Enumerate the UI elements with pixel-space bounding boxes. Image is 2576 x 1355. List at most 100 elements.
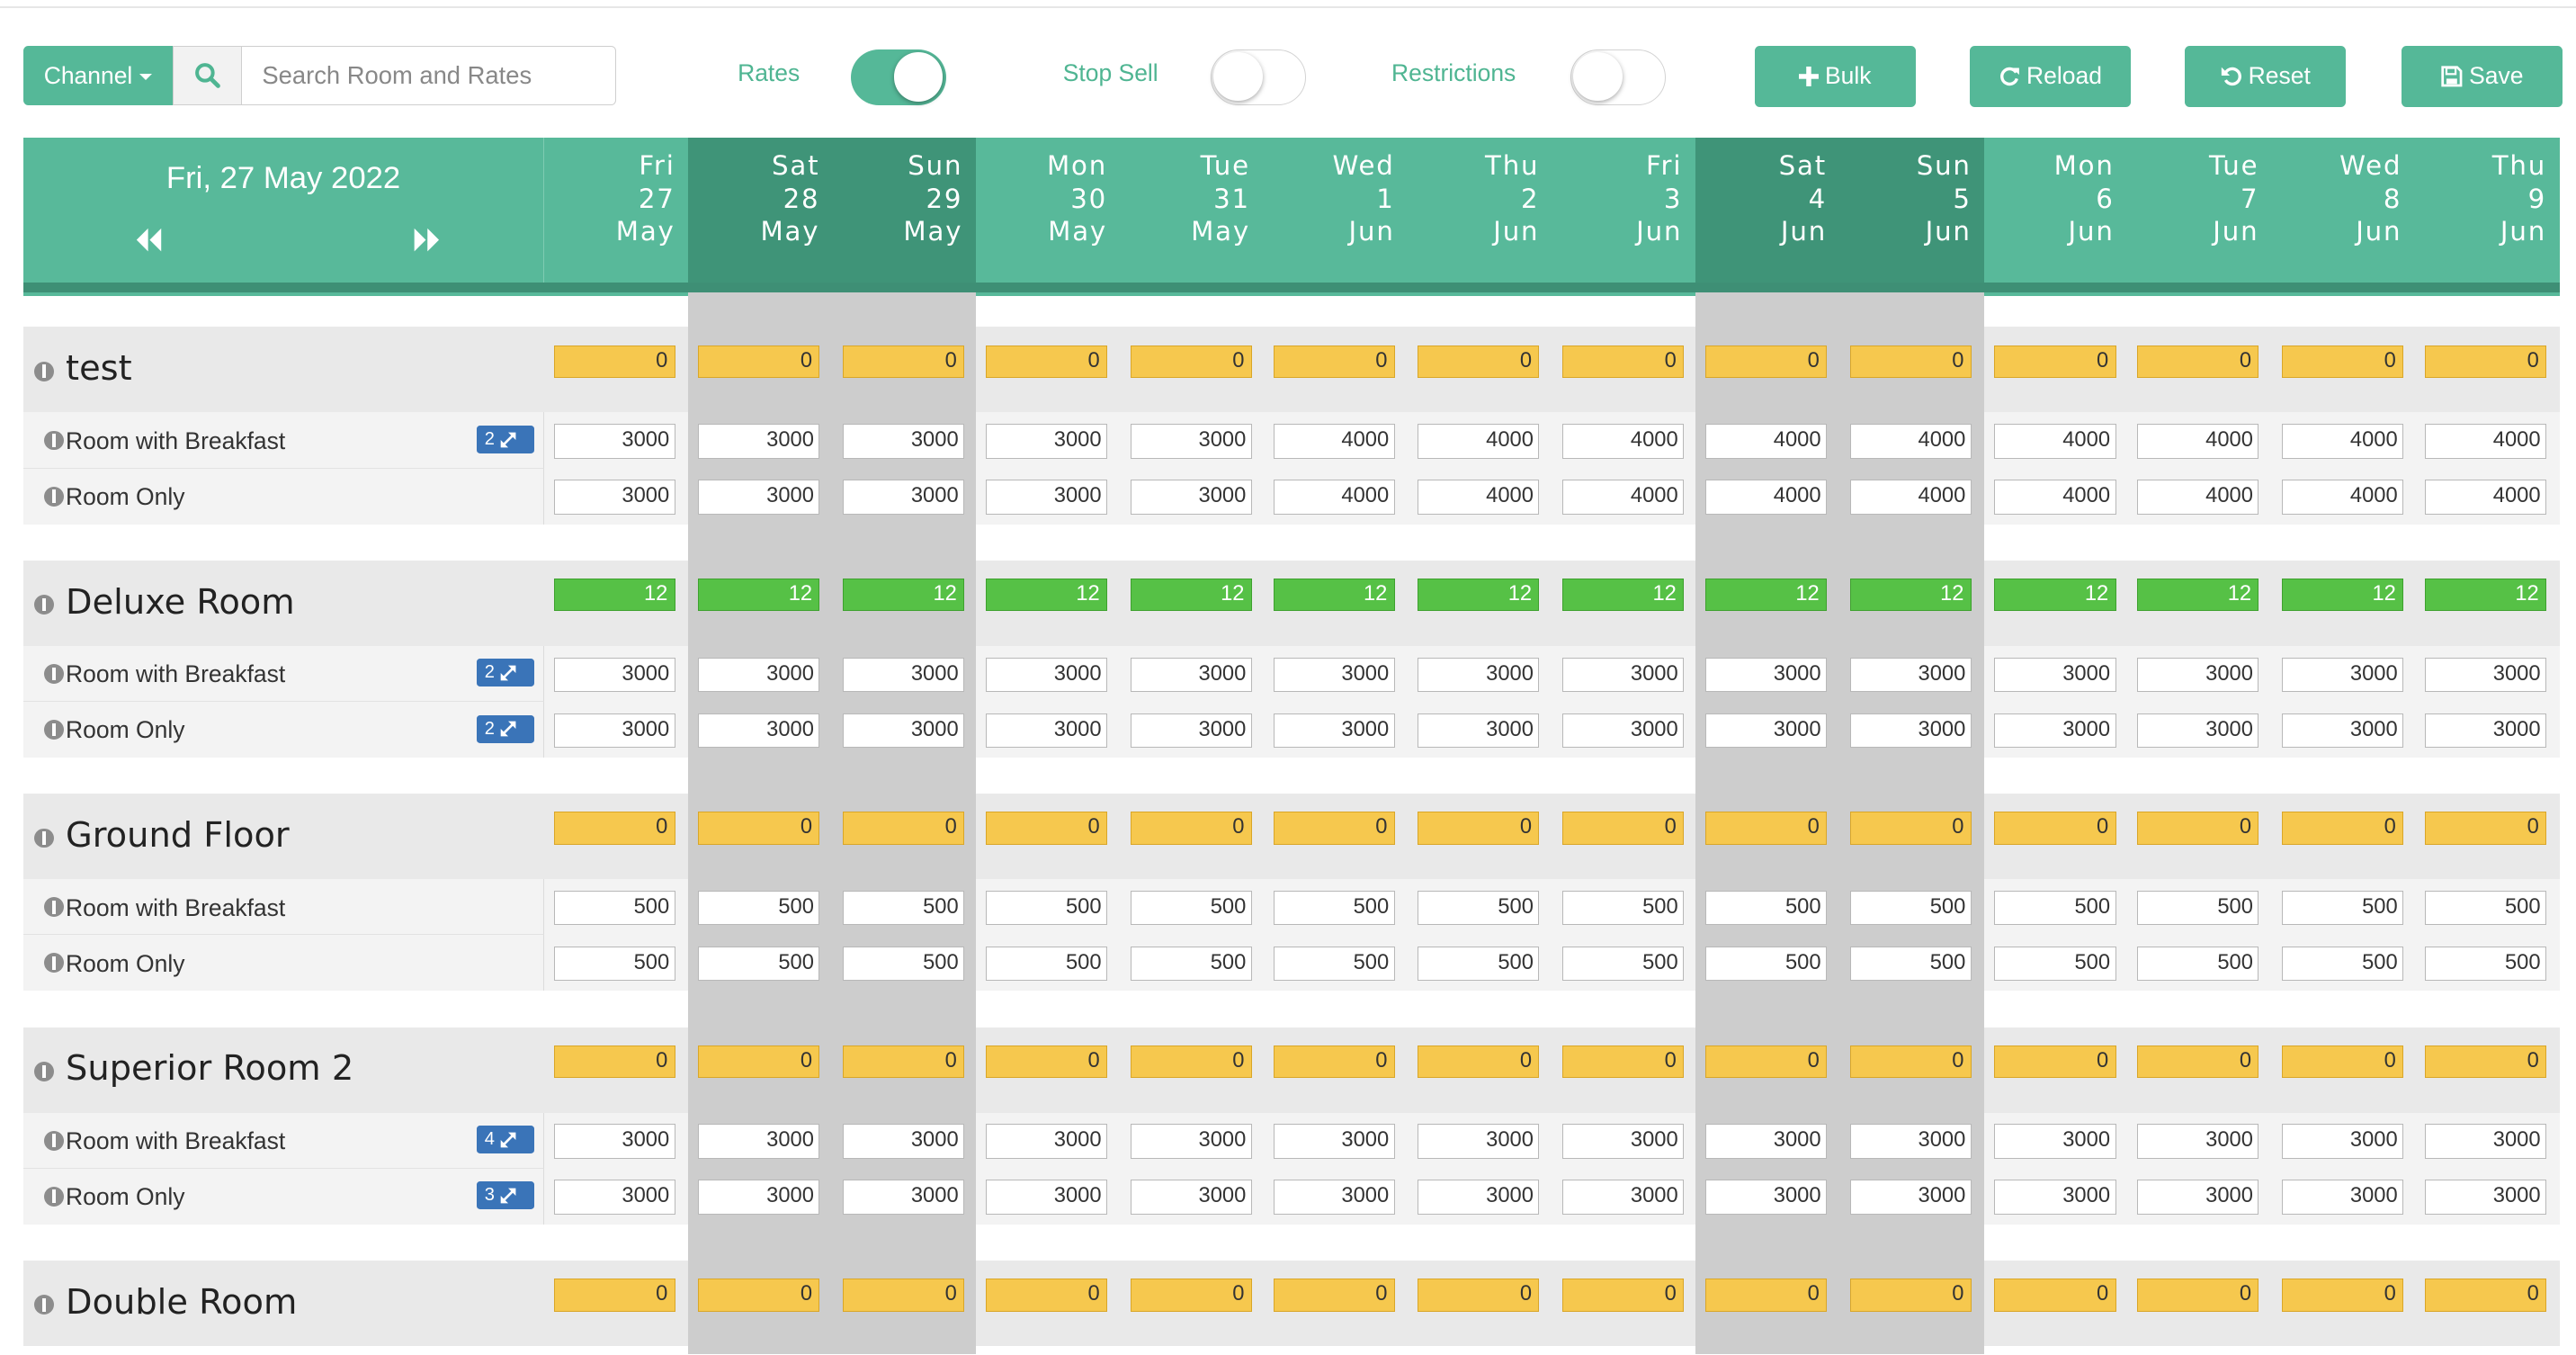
availability-input[interactable]: 0: [2137, 812, 2259, 845]
fast-backward-icon[interactable]: [135, 227, 165, 253]
rate-price-input[interactable]: 3000: [2282, 1180, 2404, 1215]
rate-price-input[interactable]: 3000: [842, 1124, 965, 1159]
rate-price-input[interactable]: 3000: [1130, 1180, 1252, 1215]
rate-price-input[interactable]: 500: [553, 890, 675, 926]
rate-price-input[interactable]: 3000: [985, 424, 1108, 459]
availability-input[interactable]: 12: [1704, 578, 1828, 612]
rate-price-input[interactable]: 3000: [1562, 1180, 1685, 1215]
rate-price-input[interactable]: 4000: [1994, 480, 2116, 515]
channel-dropdown-button[interactable]: Channel: [22, 46, 173, 105]
rate-price-input[interactable]: 4000: [1418, 480, 1540, 515]
rate-price-input[interactable]: 3000: [1849, 1180, 1972, 1215]
rate-price-input[interactable]: 500: [985, 890, 1108, 926]
rate-price-input[interactable]: 3000: [1994, 713, 2116, 749]
availability-input[interactable]: 12: [553, 578, 675, 612]
rate-price-input[interactable]: 3000: [1994, 657, 2116, 692]
rate-price-input[interactable]: 4000: [2137, 480, 2259, 515]
search-button[interactable]: [172, 46, 242, 105]
availability-input[interactable]: 0: [2424, 345, 2547, 379]
availability-input[interactable]: 0: [1994, 1279, 2116, 1312]
rate-price-input[interactable]: 500: [1994, 947, 2116, 982]
availability-input[interactable]: 0: [985, 812, 1108, 845]
rates-toggle[interactable]: [851, 49, 947, 105]
availability-input[interactable]: 0: [2424, 1045, 2547, 1079]
rate-price-input[interactable]: 3000: [2137, 1124, 2259, 1159]
availability-input[interactable]: 0: [1130, 812, 1252, 845]
rate-price-input[interactable]: 3000: [842, 424, 965, 459]
info-icon[interactable]: [34, 595, 55, 615]
rate-price-input[interactable]: 500: [1273, 890, 1395, 926]
availability-input[interactable]: 0: [1849, 1279, 1972, 1312]
rate-price-input[interactable]: 3000: [842, 1180, 965, 1215]
availability-input[interactable]: 0: [2424, 812, 2547, 845]
availability-input[interactable]: 0: [1704, 345, 1828, 379]
rate-price-input[interactable]: 3000: [1418, 713, 1540, 749]
rate-price-input[interactable]: 3000: [1273, 1124, 1395, 1159]
info-icon[interactable]: [44, 720, 65, 740]
availability-input[interactable]: 0: [1130, 1045, 1252, 1079]
rate-price-input[interactable]: 4000: [1273, 480, 1395, 515]
rate-price-input[interactable]: 3000: [1130, 480, 1252, 515]
rate-price-input[interactable]: 500: [1418, 947, 1540, 982]
availability-input[interactable]: 0: [1273, 345, 1395, 379]
search-input[interactable]: [241, 46, 616, 105]
availability-input[interactable]: 0: [985, 345, 1108, 379]
rate-price-input[interactable]: 3000: [2424, 713, 2547, 749]
rate-price-input[interactable]: 3000: [1849, 1124, 1972, 1159]
rate-price-input[interactable]: 4000: [1704, 424, 1828, 459]
info-icon[interactable]: [44, 1130, 65, 1151]
rate-price-input[interactable]: 3000: [2137, 657, 2259, 692]
rate-price-input[interactable]: 500: [1562, 890, 1685, 926]
linked-rates-badge[interactable]: 2: [476, 659, 534, 687]
rate-price-input[interactable]: 4000: [2282, 480, 2404, 515]
availability-input[interactable]: 0: [1849, 812, 1972, 845]
rate-price-input[interactable]: 3000: [985, 1180, 1108, 1215]
rate-price-input[interactable]: 500: [1418, 890, 1540, 926]
fast-forward-icon[interactable]: [411, 227, 441, 253]
availability-input[interactable]: 12: [2137, 578, 2259, 612]
rate-price-input[interactable]: 3000: [698, 657, 820, 692]
rate-price-input[interactable]: 3000: [1273, 657, 1395, 692]
rate-price-input[interactable]: 4000: [2282, 424, 2404, 459]
availability-input[interactable]: 0: [1994, 345, 2116, 379]
rate-price-input[interactable]: 3000: [1849, 657, 1972, 692]
reload-button[interactable]: Reload: [1969, 46, 2131, 107]
rate-price-input[interactable]: 3000: [1418, 1124, 1540, 1159]
availability-input[interactable]: 0: [842, 812, 965, 845]
availability-input[interactable]: 0: [2137, 1045, 2259, 1079]
rate-price-input[interactable]: 3000: [1130, 657, 1252, 692]
rate-price-input[interactable]: 3000: [698, 1124, 820, 1159]
availability-input[interactable]: 0: [1273, 1045, 1395, 1079]
rate-price-input[interactable]: 3000: [553, 1180, 675, 1215]
availability-input[interactable]: 12: [842, 578, 965, 612]
availability-input[interactable]: 0: [1994, 1045, 2116, 1079]
availability-input[interactable]: 12: [1994, 578, 2116, 612]
rate-price-input[interactable]: 500: [1704, 947, 1828, 982]
linked-rates-badge[interactable]: 4: [476, 1126, 534, 1154]
rate-price-input[interactable]: 500: [2424, 947, 2547, 982]
availability-input[interactable]: 0: [1704, 812, 1828, 845]
rate-price-input[interactable]: 3000: [1418, 657, 1540, 692]
rate-price-input[interactable]: 500: [842, 890, 965, 926]
rate-price-input[interactable]: 3000: [1130, 713, 1252, 749]
availability-input[interactable]: 0: [842, 1045, 965, 1079]
rate-price-input[interactable]: 3000: [2282, 657, 2404, 692]
rate-price-input[interactable]: 3000: [842, 713, 965, 749]
rate-price-input[interactable]: 500: [842, 947, 965, 982]
availability-input[interactable]: 0: [1849, 1045, 1972, 1079]
availability-input[interactable]: 0: [1418, 345, 1540, 379]
availability-input[interactable]: 0: [698, 345, 820, 379]
availability-input[interactable]: 0: [1994, 812, 2116, 845]
rate-price-input[interactable]: 4000: [1994, 424, 2116, 459]
rate-price-input[interactable]: 3000: [1849, 713, 1972, 749]
availability-input[interactable]: 0: [553, 1279, 675, 1312]
info-icon[interactable]: [44, 663, 65, 684]
rate-price-input[interactable]: 3000: [1994, 1180, 2116, 1215]
rate-price-input[interactable]: 3000: [1562, 713, 1685, 749]
availability-input[interactable]: 0: [698, 1045, 820, 1079]
rate-price-input[interactable]: 500: [698, 947, 820, 982]
availability-input[interactable]: 0: [1273, 1279, 1395, 1312]
rate-price-input[interactable]: 3000: [1130, 424, 1252, 459]
rate-price-input[interactable]: 500: [1130, 947, 1252, 982]
rate-price-input[interactable]: 4000: [2137, 424, 2259, 459]
